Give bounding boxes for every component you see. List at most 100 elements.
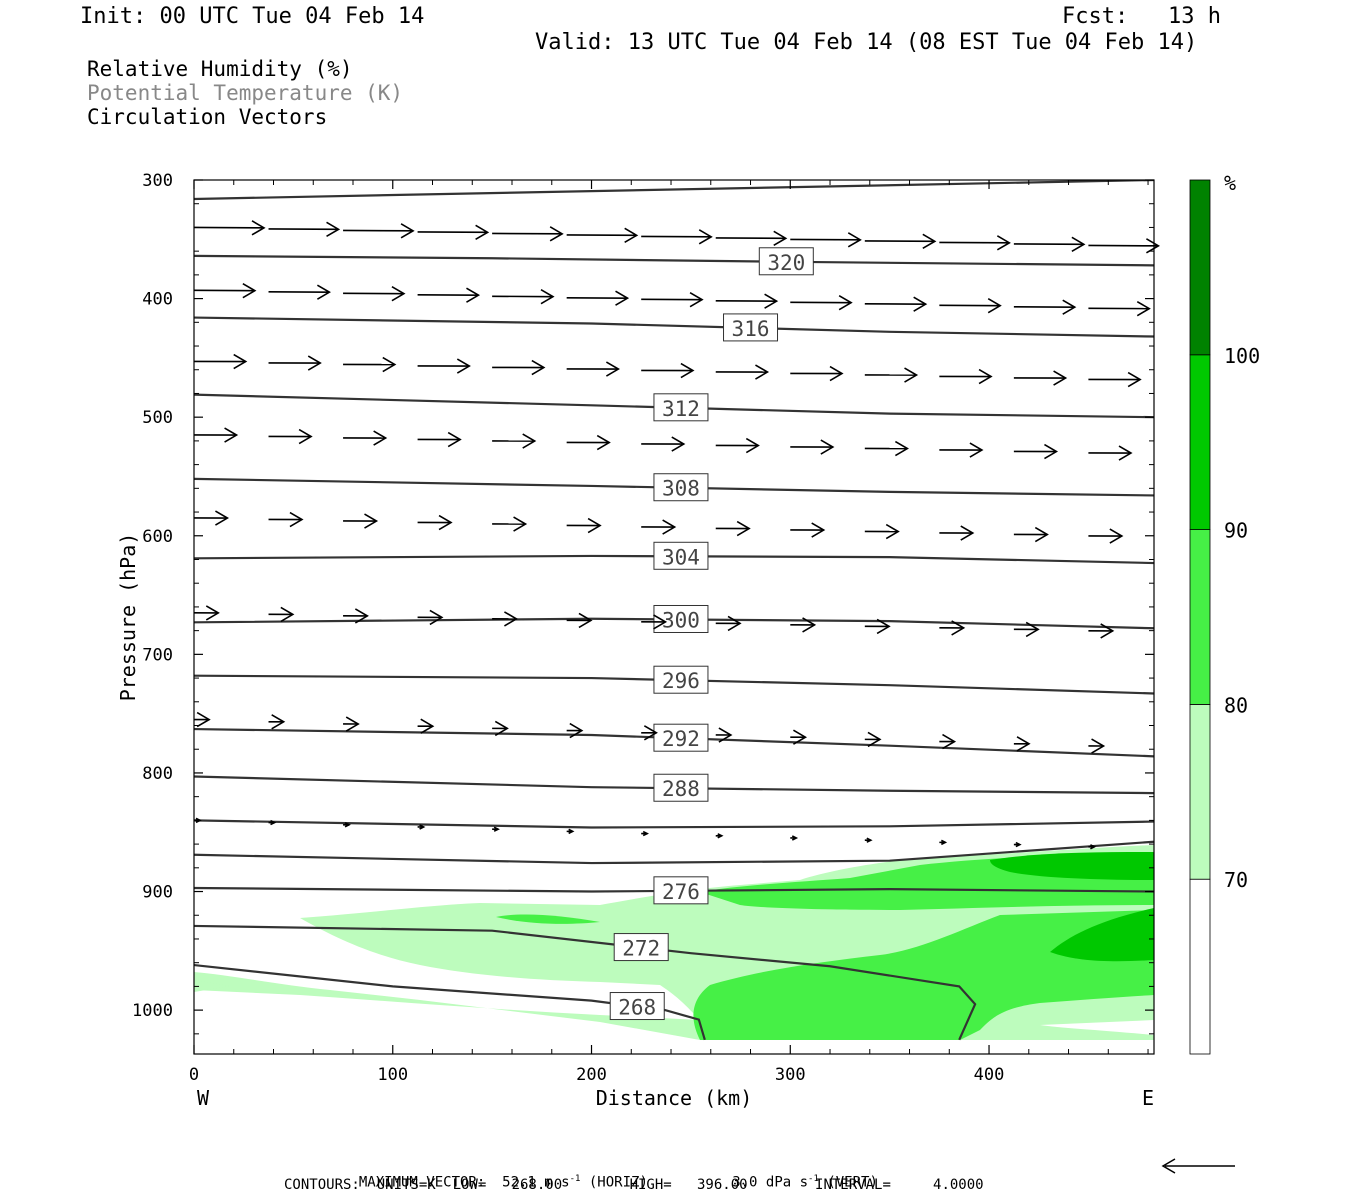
vector-head	[205, 605, 220, 621]
vector-head	[866, 837, 873, 843]
vector-head	[307, 355, 322, 371]
theta-contour-labels: 320 316 312 308 304 300 296 292 288 276 272 268	[609, 247, 814, 1021]
vector-head	[251, 220, 266, 236]
vector-head	[671, 436, 686, 452]
vector-head	[456, 358, 471, 374]
vector-head	[1136, 300, 1151, 317]
vector-head	[689, 291, 704, 308]
vector-head	[922, 233, 937, 250]
vector-head	[1118, 445, 1133, 461]
vector-head	[1109, 528, 1124, 544]
reference-vector-arrow	[1161, 1158, 1235, 1174]
theta-contour-line	[194, 727, 1154, 758]
max-vector-line: MAXIMUM VECTOR: 52.1 m s-1 (HORIZ) 3.0 d…	[342, 1158, 878, 1191]
vector-head	[615, 290, 630, 306]
vector-head	[811, 522, 826, 538]
vector-head	[894, 440, 909, 457]
theta-contour-line	[194, 477, 1154, 497]
vector-head	[280, 606, 295, 623]
vector-head	[531, 359, 546, 376]
contour-label-box	[653, 473, 709, 502]
vector-head	[270, 819, 277, 826]
vector-head	[316, 284, 331, 300]
contours-info: CONTOURS: UNITS=K LOW= 268.00 HIGH= 396.…	[284, 1177, 984, 1193]
vector-head	[196, 711, 211, 728]
contour-label-text: 316	[732, 317, 770, 341]
vector-head	[624, 227, 639, 244]
east-label: E	[1142, 1086, 1154, 1110]
colorbar-label: 90	[1224, 519, 1248, 543]
contour-label-box	[723, 313, 779, 342]
vector-head	[755, 364, 770, 380]
x-axis-label: Distance (km)	[596, 1086, 753, 1110]
vector-head	[513, 516, 528, 532]
vector-head	[847, 232, 862, 248]
theta-contour-line	[194, 617, 1154, 630]
colorbar-segment	[1189, 354, 1211, 530]
x-tick-label: 0	[189, 1065, 199, 1085]
vector-head	[1062, 299, 1077, 315]
vector-head	[242, 282, 257, 299]
vector-head	[680, 362, 695, 379]
vector-head	[1090, 844, 1097, 850]
vector-head	[802, 617, 817, 633]
forecast-hour: Fcst: 13 h	[1062, 4, 1221, 29]
axes: 300 400 500 600 700 800 900 1000 0 100 200 300 400 Di…	[116, 171, 1154, 1110]
vector-head	[364, 513, 379, 529]
vector-head	[653, 614, 668, 630]
west-label: W	[197, 1086, 210, 1110]
vector-head	[745, 437, 760, 454]
vector-head	[382, 356, 397, 373]
vector-head	[951, 620, 966, 636]
vector-head	[373, 430, 388, 446]
vector-head	[215, 510, 230, 526]
vector-head	[662, 519, 677, 535]
vector-head	[420, 718, 435, 734]
x-tick-label: 400	[974, 1065, 1005, 1085]
vector-head	[978, 368, 993, 385]
contour-label-text: 296	[662, 669, 700, 693]
vector-head	[996, 235, 1011, 251]
vector-head	[429, 609, 444, 626]
vector-head	[960, 525, 975, 541]
vector-head	[764, 293, 779, 309]
rh-90-100-upper	[990, 852, 1154, 880]
vector-head	[718, 727, 733, 743]
contour-label-box	[653, 773, 709, 802]
contour-label-box	[758, 247, 814, 276]
vector-head	[940, 839, 948, 846]
vector-head	[791, 835, 799, 841]
max-horiz-value: 52.1 m s	[502, 1174, 570, 1191]
vector-head	[987, 297, 1002, 314]
vector-head	[1016, 736, 1031, 752]
vector-head	[504, 611, 519, 627]
vector-head	[969, 442, 984, 458]
vector-head	[904, 367, 919, 383]
vector-head	[1127, 371, 1142, 388]
legend-relative-humidity: Relative Humidity (%)	[87, 57, 353, 81]
vector-head	[447, 431, 462, 448]
y-tick-label: 900	[142, 883, 173, 903]
max-vert-value: 3.0 dPa s	[732, 1174, 809, 1191]
vector-head	[913, 296, 928, 312]
vector-head	[289, 511, 304, 528]
vector-head	[1100, 623, 1115, 639]
x-tick-label: 300	[775, 1065, 806, 1085]
contour-label-text: 292	[662, 727, 700, 751]
vector-head	[568, 828, 575, 835]
x-tick-label: 100	[377, 1065, 408, 1085]
vector-head	[773, 230, 788, 247]
max-vector-label: MAXIMUM VECTOR:	[358, 1174, 486, 1191]
contour-label-box	[609, 992, 665, 1021]
theta-contours	[194, 180, 1154, 1041]
contour-label-box	[653, 604, 709, 633]
contour-label-box	[613, 933, 669, 962]
y-tick-label: 600	[142, 527, 173, 547]
vector-head	[1091, 738, 1106, 754]
colorbar-label: 70	[1224, 868, 1248, 892]
contour-label-box	[653, 393, 709, 422]
vector-head	[1015, 841, 1022, 848]
vector-head	[494, 720, 509, 737]
colorbar-label: 80	[1224, 693, 1248, 717]
vector-head	[1034, 526, 1049, 543]
